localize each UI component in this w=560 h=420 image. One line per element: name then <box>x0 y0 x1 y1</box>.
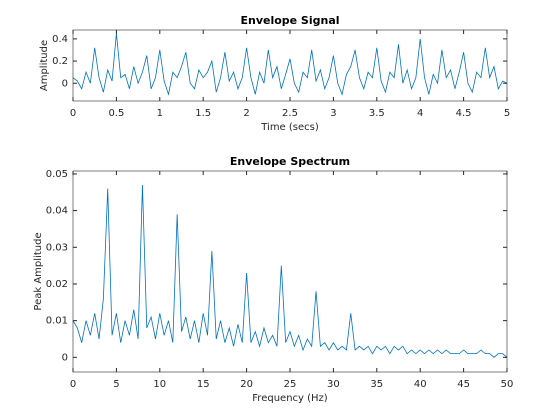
chart-title: Envelope Signal <box>240 14 339 27</box>
y-tick-label: 0.05 <box>46 169 68 180</box>
x-tick-label: 10 <box>153 379 166 390</box>
plot-area <box>73 171 507 372</box>
x-tick-label: 45 <box>457 379 470 390</box>
y-tick-label: 0.2 <box>52 56 68 67</box>
x-tick-label: 20 <box>240 379 253 390</box>
x-axis-label: Frequency (Hz) <box>252 393 328 404</box>
data-line <box>72 33 508 96</box>
x-tick-label: 2.5 <box>282 108 298 119</box>
chart-title: Envelope Spectrum <box>230 155 350 168</box>
x-tick-label: 0 <box>70 108 76 119</box>
x-tick-label: 4.5 <box>456 108 472 119</box>
x-axis-label: Time (secs) <box>260 122 319 133</box>
x-tick-label: 0.5 <box>108 108 124 119</box>
x-tick-label: 1 <box>157 108 163 119</box>
x-tick-label: 25 <box>284 379 297 390</box>
y-tick-label: 0.02 <box>46 279 68 290</box>
data-line <box>72 184 508 358</box>
y-tick-label: 0 <box>62 352 68 363</box>
y-axis-label: Amplitude <box>39 40 50 91</box>
axes-box <box>72 29 508 102</box>
x-tick-label: 30 <box>327 379 340 390</box>
x-tick-label: 2 <box>243 108 249 119</box>
x-tick-label: 35 <box>370 379 383 390</box>
x-tick-label: 0 <box>70 379 76 390</box>
x-tick-label: 3.5 <box>369 108 385 119</box>
axes-box <box>72 170 508 373</box>
x-tick-label: 40 <box>414 379 427 390</box>
x-tick-label: 3 <box>330 108 336 119</box>
x-tick-label: 50 <box>501 379 514 390</box>
y-tick-label: 0.03 <box>46 242 68 253</box>
y-tick-label: 0.4 <box>52 34 68 45</box>
x-tick-label: 1.5 <box>195 108 211 119</box>
x-tick-label: 5 <box>113 379 119 390</box>
x-tick-label: 4 <box>417 108 423 119</box>
y-axis-label: Peak Amplitude <box>33 232 44 310</box>
x-tick-label: 15 <box>197 379 210 390</box>
y-tick-label: 0.01 <box>46 316 68 327</box>
y-tick-label: 0 <box>62 78 68 89</box>
plot-area <box>73 30 507 101</box>
y-tick-label: 0.04 <box>46 206 68 217</box>
x-tick-label: 5 <box>504 108 510 119</box>
